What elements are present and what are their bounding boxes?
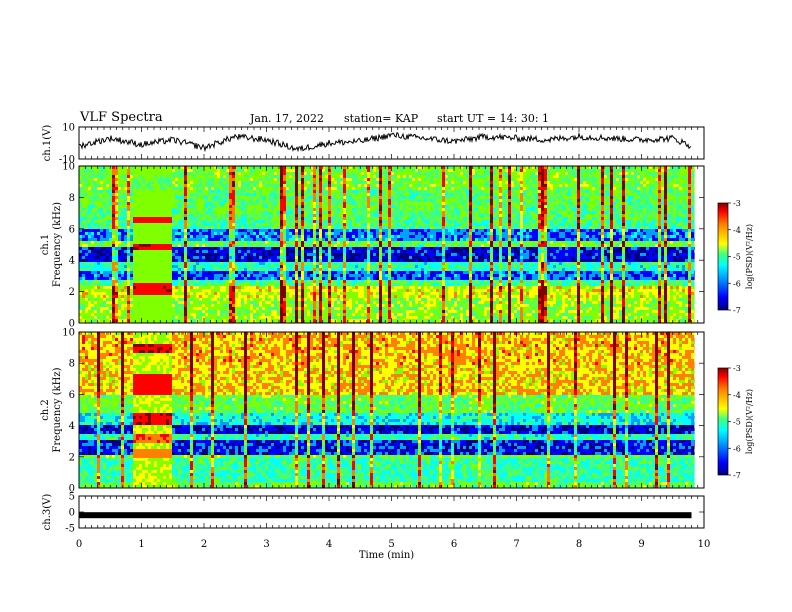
x-tick-label: 1 xyxy=(138,539,144,550)
ch2-spec-y-tick-label: 0 xyxy=(69,484,75,495)
x-tick-label: 4 xyxy=(326,539,332,550)
ch3-wave-y-tick-label: 0 xyxy=(69,508,75,519)
x-tick-label: 8 xyxy=(576,539,582,550)
colorbars: -3 -4 -5 -6 -7 log(PSD)(V²/Hz) -3 -4 -5 -6 -7 log(P… xyxy=(717,199,754,480)
ch1-spec-y-tick-label: 8 xyxy=(69,193,75,204)
x-tick-label: 2 xyxy=(201,539,207,550)
x-axis-label: Time (min) xyxy=(359,550,414,561)
ch1-spec-y-tick-label: 6 xyxy=(69,224,75,235)
ch1-colorbar-bar xyxy=(717,202,729,311)
ch2-spec-ylabel-channel: ch.2 xyxy=(40,399,51,421)
ch2-colorbar-label: log(PSD)(V²/Hz) xyxy=(745,389,754,454)
ch3-wave-ylabel: ch.3(V) xyxy=(42,494,53,531)
ch2-spectrogram xyxy=(79,332,704,488)
ch1-trace xyxy=(78,131,692,153)
x-tick-label: 6 xyxy=(451,539,457,550)
ch1-wave-y-tick-label: 10 xyxy=(62,123,75,134)
ch1-wave-y-tick-label: -10 xyxy=(59,155,75,166)
ch1-wave-ylabel: ch.1(V) xyxy=(42,125,53,162)
ch2-colorbar-tick-label: -7 xyxy=(733,471,741,480)
ch1-spec-ylabel-channel: ch.1 xyxy=(40,234,51,256)
ch1-colorbar-tick-label: -4 xyxy=(733,226,741,235)
ch2-colorbar-tick-label: -5 xyxy=(733,418,741,427)
x-tick-label: 7 xyxy=(513,539,519,550)
x-tick-label: 9 xyxy=(638,539,644,550)
ch2-colorbar-tick-label: -6 xyxy=(733,444,741,453)
ch1-colorbar-tick-label: -6 xyxy=(733,279,741,288)
ch1-waveform xyxy=(78,131,692,153)
ch1-spec-y-tick-label: 0 xyxy=(69,319,75,330)
ch1-spec-y-tick-label: 2 xyxy=(69,287,75,298)
ch2-spec-ylabel: Frequency (kHz) xyxy=(52,367,63,452)
x-tick-label: 0 xyxy=(76,539,82,550)
ch1-spec-y-tick-label: 10 xyxy=(62,162,75,173)
ch3-wave-y-tick-label: -5 xyxy=(65,524,75,535)
ch2-spec-y-tick-label: 6 xyxy=(69,390,75,401)
axis-ticks xyxy=(78,126,705,529)
ch2-spec-y-tick-label: 2 xyxy=(69,452,75,463)
chart-title: VLF Spectra xyxy=(80,110,163,125)
ch1-colorbar-tick-label: -5 xyxy=(733,253,741,262)
date-label: Jan. 17, 2022 xyxy=(250,112,324,125)
ch2-spec-y-tick-label: 10 xyxy=(62,328,75,339)
ch1-colorbar-tick-label: -7 xyxy=(733,306,741,315)
ch2-spec-y-tick-label: 8 xyxy=(69,359,75,370)
x-tick-label: 10 xyxy=(698,539,711,550)
ch2-colorbar-tick-label: -4 xyxy=(733,391,741,400)
ch3-trace xyxy=(79,512,692,519)
ch2-spec-y-tick-label: 4 xyxy=(69,421,75,432)
ch2-colorbar-tick-label: -3 xyxy=(733,364,741,373)
ch2-colorbar-bar xyxy=(717,367,729,476)
ch3-wave-y-tick-label: 5 xyxy=(69,492,75,503)
ch1-spec-y-tick-label: 4 xyxy=(69,256,75,267)
ch1-spectrogram xyxy=(79,166,704,323)
ch3-waveform xyxy=(79,512,692,519)
ch1-colorbar-tick-label: -3 xyxy=(733,199,741,208)
ch1-spec-ylabel: Frequency (kHz) xyxy=(52,202,63,287)
ch1-colorbar-label: log(PSD)(V²/Hz) xyxy=(745,224,754,289)
station-label: station= KAP xyxy=(344,112,418,125)
x-tick-label: 3 xyxy=(263,539,269,550)
x-tick-label: 5 xyxy=(388,539,394,550)
start-time-label: start UT = 14: 30: 1 xyxy=(437,112,549,125)
